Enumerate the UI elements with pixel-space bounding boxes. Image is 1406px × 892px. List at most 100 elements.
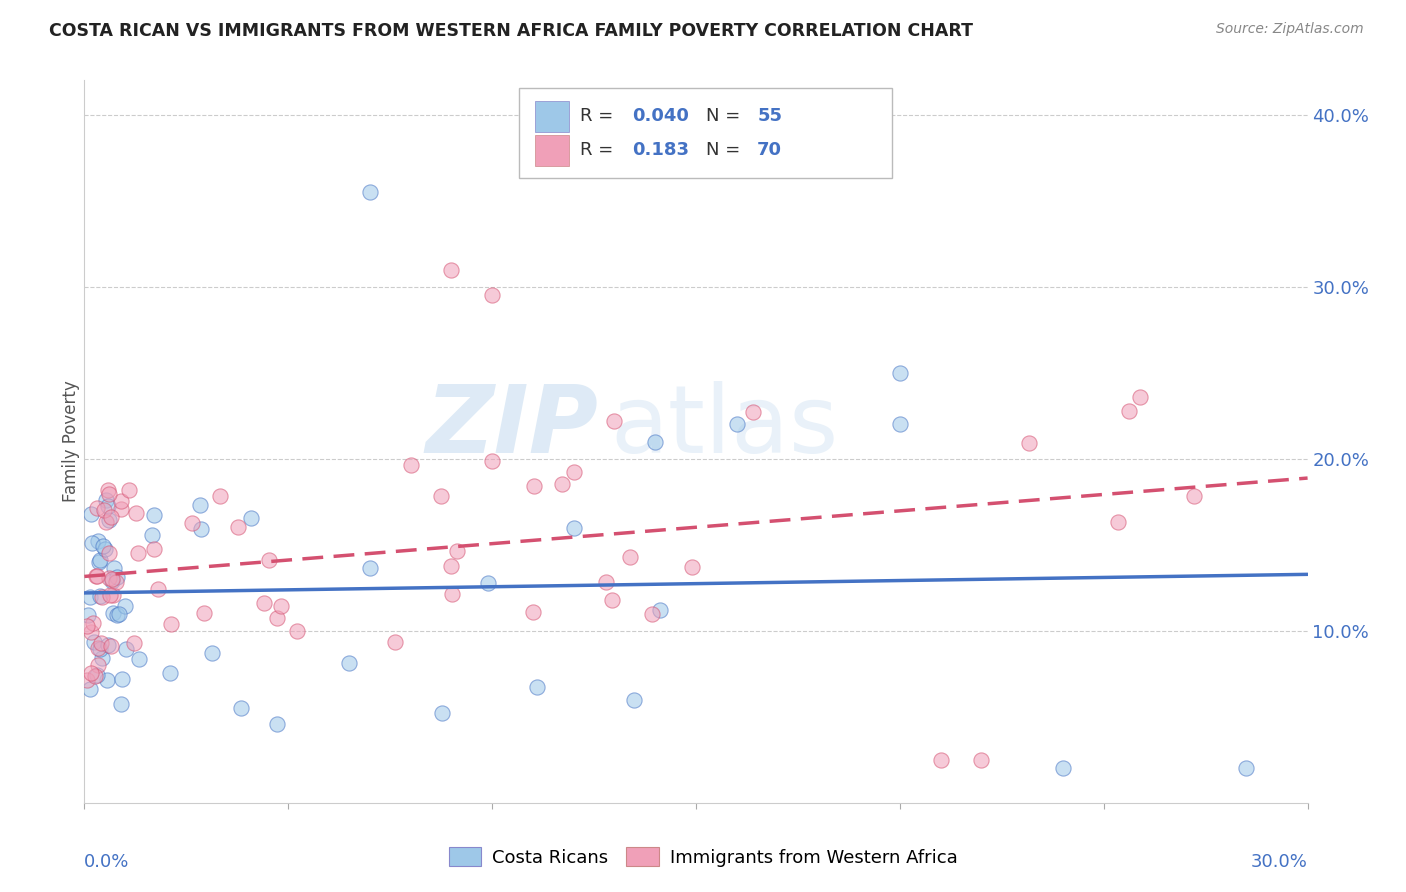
Point [644,434,666,449]
Text: 0.183: 0.183 [633,141,689,160]
Point [1118,404,1140,418]
Point [142,542,165,557]
Point [82,615,104,630]
Point [159,616,181,631]
Point [929,753,952,767]
Point [89,589,111,603]
Point [1129,390,1152,404]
Point [97,483,120,498]
Point [641,607,664,622]
Point [266,611,288,625]
Point [1236,761,1258,775]
Text: 70: 70 [758,141,782,160]
Point [84,669,107,683]
Point [603,414,626,428]
Point [86,500,108,515]
Point [103,561,125,575]
Text: 0.040: 0.040 [633,107,689,126]
Text: ZIP: ZIP [425,381,598,473]
Text: N =: N = [706,141,745,160]
Point [257,552,280,566]
Point [970,753,993,767]
Point [105,607,128,622]
Point [226,519,249,533]
Point [86,569,108,583]
Point [110,697,132,711]
Point [359,185,381,199]
Point [100,510,122,524]
Point [93,539,115,553]
Point [266,716,288,731]
Point [141,528,163,542]
Point [124,506,146,520]
Point [239,510,262,524]
Point [110,494,132,508]
Point [193,606,215,620]
Point [100,572,122,586]
Point [87,658,110,673]
Point [80,507,103,521]
Point [97,546,120,560]
Point [127,546,149,560]
Point [889,366,911,380]
Point [429,489,451,503]
Point [91,651,114,665]
FancyBboxPatch shape [534,136,569,166]
Point [97,500,120,514]
Point [87,640,110,655]
Point [143,508,166,522]
Point [725,417,748,432]
Point [89,553,111,567]
Point [1182,489,1205,503]
Point [111,673,134,687]
Point [97,513,120,527]
Point [76,619,98,633]
Point [526,680,548,694]
Point [101,588,124,602]
Y-axis label: Family Poverty: Family Poverty [62,381,80,502]
Point [77,607,100,622]
Point [128,651,150,665]
Point [122,636,145,650]
Point [742,405,765,419]
Point [562,521,585,535]
Point [384,635,406,649]
Point [108,607,131,621]
Point [94,492,117,507]
Point [551,477,574,491]
Point [97,571,120,585]
Point [114,599,136,613]
Point [430,706,453,721]
Point [86,569,108,583]
Point [619,549,641,564]
Point [201,646,224,660]
Point [79,590,101,604]
Text: R =: R = [579,141,619,160]
Point [285,624,308,639]
Point [110,501,132,516]
Point [562,465,585,479]
Point [80,536,103,550]
Text: N =: N = [706,107,745,126]
Point [440,558,463,573]
Point [253,596,276,610]
Point [1018,436,1040,450]
Text: COSTA RICAN VS IMMIGRANTS FROM WESTERN AFRICA FAMILY POVERTY CORRELATION CHART: COSTA RICAN VS IMMIGRANTS FROM WESTERN A… [49,22,973,40]
Point [80,665,103,680]
Point [229,701,252,715]
Legend: Costa Ricans, Immigrants from Western Africa: Costa Ricans, Immigrants from Western Af… [441,840,965,874]
Point [446,543,468,558]
Point [440,262,463,277]
Point [181,516,204,530]
Point [101,574,124,589]
Point [190,522,212,536]
Point [89,555,111,569]
Point [90,636,112,650]
Point [91,591,114,605]
Point [80,624,103,639]
Point [100,588,122,602]
Point [117,483,139,497]
Text: R =: R = [579,107,619,126]
Point [270,599,292,613]
Point [97,639,120,653]
